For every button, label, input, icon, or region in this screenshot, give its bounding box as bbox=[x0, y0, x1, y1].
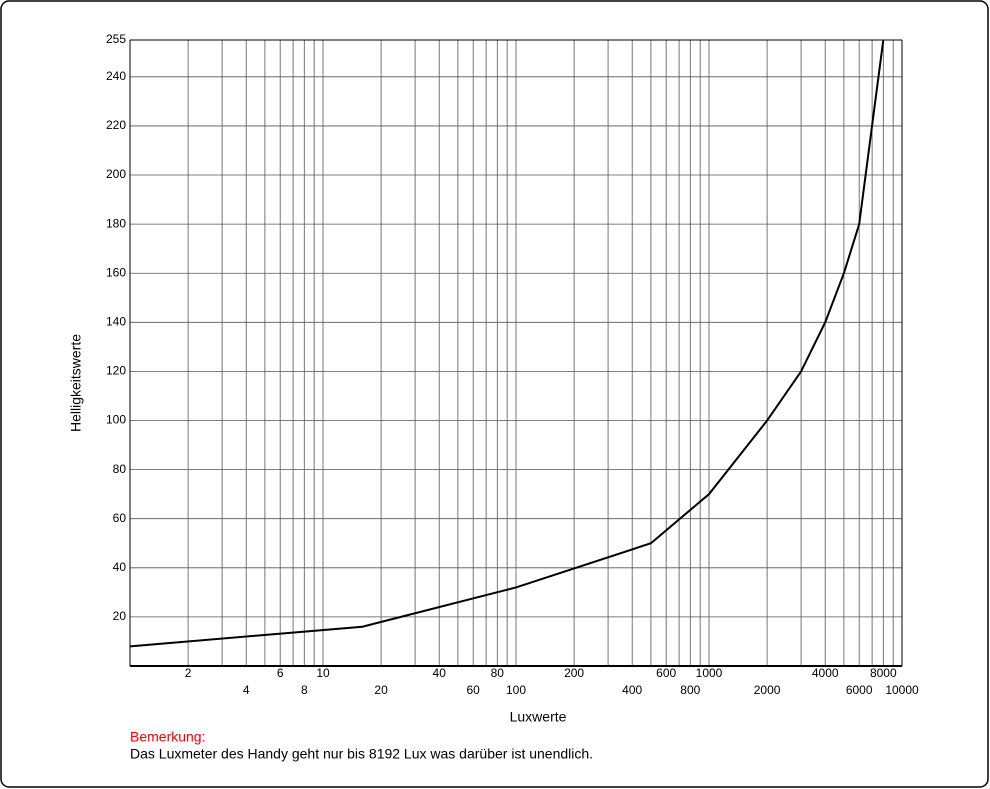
y-tick-label: 20 bbox=[113, 609, 127, 623]
y-tick-label: 40 bbox=[113, 560, 127, 574]
x-tick-label: 10 bbox=[316, 666, 330, 680]
x-tick-label: 40 bbox=[433, 666, 447, 680]
x-tick-label: 4 bbox=[243, 683, 250, 697]
x-tick-label: 100 bbox=[506, 683, 526, 697]
x-tick-label: 400 bbox=[622, 683, 642, 697]
y-tick-label: 220 bbox=[106, 118, 126, 132]
x-axis-label: Luxwerte bbox=[510, 709, 567, 725]
line-series bbox=[129, 39, 885, 648]
y-tick-label: 100 bbox=[106, 413, 126, 427]
x-tick-label: 8000 bbox=[870, 666, 897, 680]
y-tick-label: 240 bbox=[106, 69, 126, 83]
x-tick-label: 80 bbox=[491, 666, 505, 680]
y-tick-label: 140 bbox=[106, 314, 126, 328]
x-tick-label: 8 bbox=[301, 683, 308, 697]
x-tick-label: 60 bbox=[467, 683, 481, 697]
x-tick-label: 20 bbox=[374, 683, 388, 697]
y-tick-label: 60 bbox=[113, 511, 127, 525]
y-tick-label: 180 bbox=[106, 216, 126, 230]
x-tick-label: 600 bbox=[656, 666, 676, 680]
y-tick-label: 160 bbox=[106, 265, 126, 279]
y-tick-label: 255 bbox=[106, 32, 126, 46]
note-heading: Bemerkung: bbox=[130, 729, 205, 745]
note-text: Das Luxmeter des Handy geht nur bis 8192… bbox=[130, 746, 593, 762]
x-tick-label: 200 bbox=[564, 666, 584, 680]
x-tick-label: 10000 bbox=[885, 683, 919, 697]
y-tick-label: 80 bbox=[113, 462, 127, 476]
x-tick-label: 2000 bbox=[754, 683, 781, 697]
y-tick-label: 120 bbox=[106, 364, 126, 378]
y-tick-label: 200 bbox=[106, 167, 126, 181]
x-tick-label: 4000 bbox=[812, 666, 839, 680]
x-tick-label: 2 bbox=[185, 666, 192, 680]
x-tick-label: 800 bbox=[680, 683, 700, 697]
x-tick-label: 6000 bbox=[846, 683, 873, 697]
x-tick-label: 1000 bbox=[696, 666, 723, 680]
x-tick-label: 6 bbox=[277, 666, 284, 680]
y-axis-label: Helligkeitswerte bbox=[68, 334, 84, 432]
